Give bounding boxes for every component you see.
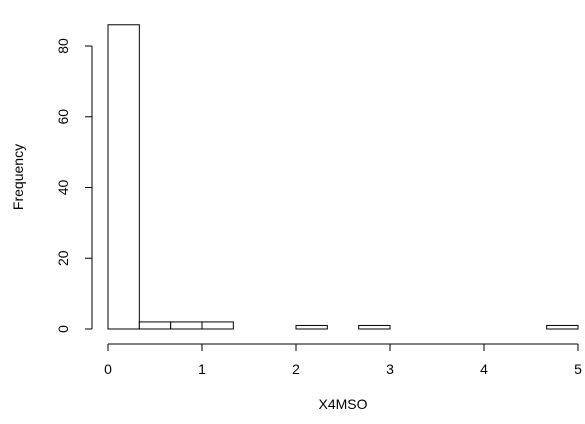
y-tick-label-4: 80 — [55, 38, 71, 54]
y-axis-title: Frequency — [10, 144, 26, 210]
y-tick-label-2: 40 — [55, 180, 71, 196]
x-axis-title: X4MSO — [318, 396, 367, 412]
histogram-bar-6 — [295, 324, 328, 330]
histogram-bar-3 — [201, 321, 234, 330]
y-axis: 0 20 40 60 80 — [55, 38, 93, 333]
x-tick-label-2: 2 — [292, 361, 300, 377]
y-tick-label-0: 0 — [55, 325, 71, 333]
histogram-bar-14 — [546, 324, 579, 330]
x-tick-label-1: 1 — [198, 361, 206, 377]
histogram-bar-8 — [358, 324, 391, 330]
x-tick-label-0: 0 — [104, 361, 112, 377]
x-tick-label-4: 4 — [480, 361, 488, 377]
y-tick-label-1: 20 — [55, 250, 71, 266]
histogram-bar-2 — [170, 321, 203, 330]
y-tick-label-3: 60 — [55, 109, 71, 125]
histogram-bar-0 — [107, 24, 140, 330]
x-axis: 0 1 2 3 4 5 — [104, 343, 582, 377]
histogram-bars — [107, 24, 579, 330]
histogram-bar-1 — [138, 321, 172, 330]
x-tick-label-3: 3 — [386, 361, 394, 377]
x-tick-label-5: 5 — [574, 361, 582, 377]
